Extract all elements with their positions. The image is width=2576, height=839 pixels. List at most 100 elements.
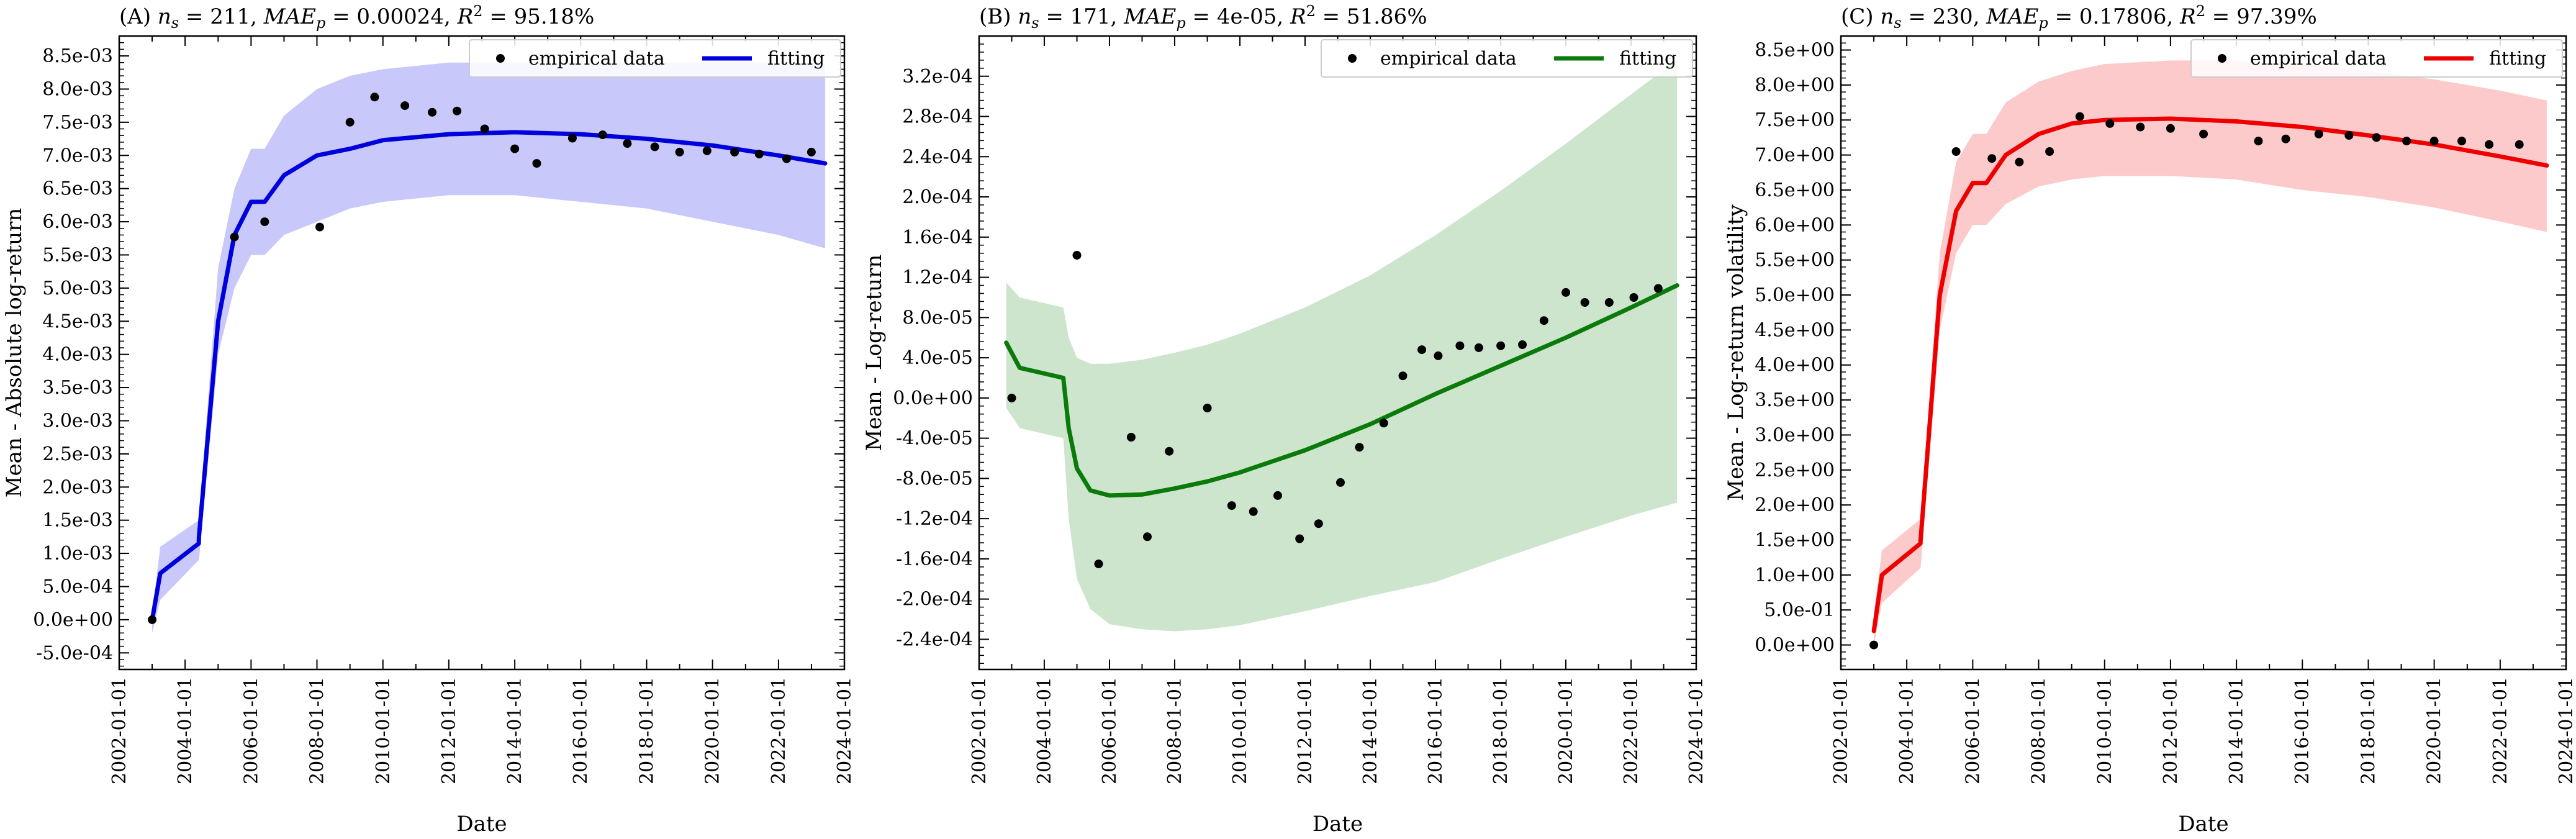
- y-tick-label: 4.5e+00: [1755, 319, 1835, 341]
- x-tick-label: 2018-01-01: [636, 677, 658, 784]
- y-tick-label: 3.5e+00: [1755, 389, 1835, 411]
- data-point: [1249, 507, 1258, 516]
- data-point: [730, 147, 739, 156]
- data-point: [650, 142, 659, 152]
- x-tick-label: 2020-01-01: [702, 677, 724, 784]
- y-tick-label: 4.0e-05: [902, 347, 973, 369]
- data-point: [1007, 393, 1016, 402]
- fitting-line: [150, 130, 828, 622]
- y-tick-label: 6.0e+00: [1755, 214, 1835, 236]
- legend-marker-empirical: [1348, 54, 1357, 63]
- y-axis-label: Mean - Log-return volatility: [1724, 204, 1748, 501]
- chart-title: (B) ns = 171, MAEp = 4e-05, R2 = 51.86%: [979, 2, 1427, 32]
- legend-marker-empirical: [2218, 54, 2226, 63]
- data-point: [1580, 298, 1589, 307]
- chart-title: (C) ns = 230, MAEp = 0.17806, R2 = 97.39…: [1841, 2, 2317, 32]
- data-point: [2314, 129, 2323, 138]
- data-point: [2402, 137, 2411, 146]
- data-point: [1869, 640, 1879, 650]
- data-point: [1539, 316, 1548, 325]
- y-tick-label: 5.0e+00: [1755, 284, 1835, 306]
- y-tick-label: 5.0e-04: [42, 576, 113, 597]
- x-tick-label: 2024-01-01: [834, 677, 856, 784]
- x-axis-label: Date: [1313, 812, 1363, 837]
- data-point: [453, 106, 462, 116]
- legend-marker-empirical: [496, 54, 505, 63]
- data-point: [1561, 288, 1570, 297]
- x-tick-label: 2006-01-01: [1099, 677, 1121, 784]
- y-tick-label: 0.0e+00: [1755, 635, 1835, 656]
- confidence-band: [1874, 60, 2547, 645]
- y-tick-label: 8.5e-03: [42, 45, 113, 67]
- x-tick-label: 2008-01-01: [1164, 677, 1186, 784]
- x-tick-label: 2002-01-01: [1830, 677, 1852, 784]
- y-tick-label: -2.4e-04: [896, 628, 973, 650]
- y-tick-label: 7.5e-03: [42, 112, 113, 134]
- data-point: [1496, 341, 1506, 350]
- y-tick-label: 8.5e+00: [1755, 40, 1835, 61]
- x-tick-label: 2012-01-01: [2160, 677, 2182, 784]
- data-point: [2515, 140, 2524, 149]
- data-point: [1126, 433, 1136, 442]
- y-tick-label: 2.0e-04: [902, 186, 973, 208]
- data-point: [1604, 298, 1614, 307]
- x-tick-label: 2012-01-01: [1295, 677, 1316, 784]
- data-point: [230, 232, 239, 242]
- y-tick-label: 2.8e-04: [902, 106, 973, 128]
- x-tick-label: 2010-01-01: [1229, 677, 1251, 784]
- data-point: [2015, 157, 2024, 166]
- x-tick-label: 2010-01-01: [373, 677, 394, 784]
- data-point: [510, 144, 520, 153]
- y-tick-label: 7.0e-03: [42, 145, 113, 166]
- x-tick-label: 2002-01-01: [969, 677, 990, 784]
- y-tick-label: 1.0e-03: [42, 543, 113, 565]
- x-tick-label: 2014-01-01: [2226, 677, 2248, 784]
- data-point: [782, 154, 791, 163]
- x-tick-label: 2014-01-01: [504, 677, 526, 784]
- y-tick-label: 0.0e+00: [33, 609, 113, 631]
- y-tick-label: 4.0e-03: [42, 344, 113, 366]
- x-tick-label: 2022-01-01: [1620, 677, 1642, 784]
- legend: empirical data fitting: [1321, 39, 1693, 78]
- data-point: [1143, 532, 1152, 542]
- y-tick-label: 5.0e-03: [42, 278, 113, 299]
- data-point: [2075, 112, 2084, 121]
- y-tick-label: 1.5e-03: [42, 510, 113, 532]
- x-tick-label: 2016-01-01: [2292, 677, 2313, 784]
- y-tick-label: -4.0e-05: [896, 428, 973, 450]
- data-point: [400, 101, 410, 111]
- data-point: [2166, 124, 2175, 133]
- y-tick-label: 2.0e+00: [1755, 494, 1835, 516]
- y-tick-label: 3.0e+00: [1755, 424, 1835, 446]
- y-tick-label: -5.0e-04: [36, 642, 113, 664]
- y-axis-label: Mean - Absolute log-return: [2, 208, 27, 498]
- y-tick-label: 1.2e-04: [902, 267, 973, 289]
- x-tick-label: 2004-01-01: [1034, 677, 1055, 784]
- y-tick-label: 5.5e+00: [1755, 250, 1835, 271]
- data-point: [1398, 371, 1408, 381]
- data-point: [1165, 447, 1174, 456]
- x-tick-label: 2018-01-01: [1490, 677, 1512, 784]
- legend-label-empirical: empirical data: [1380, 48, 1517, 70]
- legend-label-empirical: empirical data: [528, 48, 665, 70]
- x-tick-label: 2012-01-01: [438, 677, 460, 784]
- x-tick-label: 2004-01-01: [1896, 677, 1918, 784]
- y-tick-label: 2.5e-03: [42, 443, 113, 465]
- x-tick-label: 2020-01-01: [2424, 677, 2446, 784]
- data-point: [1336, 478, 1345, 487]
- x-tick-label: 2020-01-01: [1555, 677, 1577, 784]
- confidence-band: [152, 62, 825, 633]
- data-point: [2199, 129, 2208, 138]
- x-axis-label: Date: [456, 812, 507, 837]
- y-tick-label: -1.2e-04: [896, 508, 973, 530]
- legend: empirical data fitting: [469, 39, 841, 78]
- y-tick-label: 1.0e+00: [1755, 565, 1835, 586]
- data-point: [1355, 443, 1364, 452]
- data-point: [807, 147, 816, 156]
- legend-label-empirical: empirical data: [2250, 48, 2387, 70]
- y-tick-label: 0.0e+00: [893, 388, 973, 409]
- x-tick-label: 2024-01-01: [2556, 677, 2576, 784]
- panel-c: 2002-01-01 2004-01-01 2006-01-01 2008-01-01…: [1724, 2, 2576, 837]
- y-axis-label: Mean - Log-return: [862, 255, 887, 451]
- data-point: [1629, 293, 1638, 302]
